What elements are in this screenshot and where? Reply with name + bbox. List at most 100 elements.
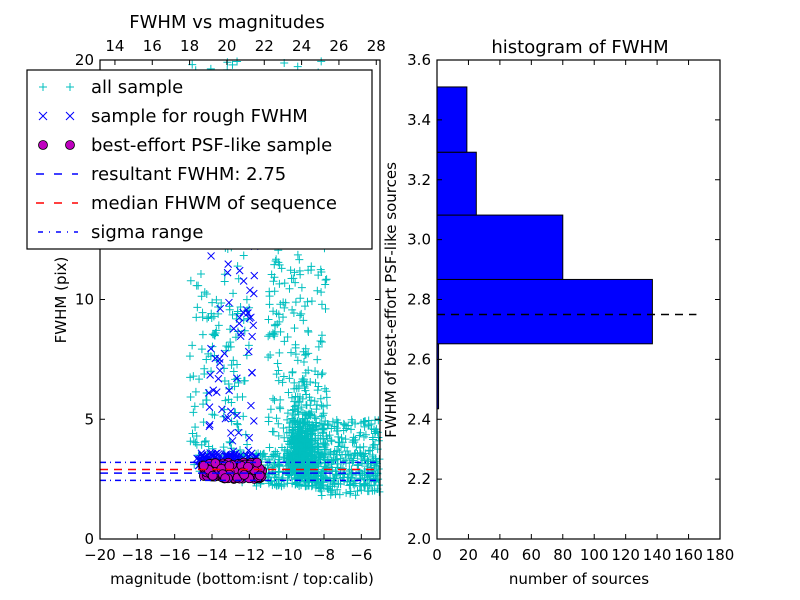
all-sample-point bbox=[297, 403, 306, 412]
legend-item: median FHWM of sequence bbox=[36, 193, 337, 214]
all-sample-point bbox=[291, 298, 300, 307]
all-sample-point bbox=[357, 419, 366, 428]
all-sample-point bbox=[336, 463, 345, 472]
rough-sample-point bbox=[233, 374, 241, 383]
all-sample-point bbox=[269, 427, 278, 436]
all-sample-point bbox=[281, 298, 290, 307]
top-x-tick-label: 14 bbox=[105, 37, 124, 55]
all-sample-point bbox=[328, 417, 337, 426]
all-sample-point bbox=[288, 305, 297, 314]
all-sample-point bbox=[269, 450, 278, 459]
all-sample-point bbox=[222, 342, 231, 351]
rough-sample-point bbox=[244, 347, 253, 356]
all-sample-point bbox=[307, 297, 316, 306]
legend-item: all sample bbox=[39, 77, 183, 98]
plus-marker-icon bbox=[66, 83, 74, 91]
rough-sample-point bbox=[235, 313, 244, 322]
x-tick-label: −6 bbox=[350, 546, 372, 564]
all-sample-point bbox=[313, 286, 322, 295]
all-sample-point bbox=[290, 324, 299, 333]
all-sample-point bbox=[220, 270, 229, 279]
all-sample-point bbox=[233, 393, 242, 402]
histogram-y-label: FWHM of best-effort PSF-like sources bbox=[382, 162, 400, 438]
all-sample-point bbox=[289, 410, 298, 419]
rough-sample-point bbox=[221, 414, 230, 423]
all-sample-point bbox=[294, 410, 303, 419]
all-sample-point bbox=[304, 328, 313, 337]
all-sample-point bbox=[265, 330, 274, 339]
x-tick-label: −14 bbox=[196, 546, 228, 564]
all-sample-point bbox=[220, 277, 229, 286]
all-sample-point bbox=[264, 332, 273, 341]
all-sample-point bbox=[293, 418, 302, 427]
rough-sample-point bbox=[222, 450, 231, 459]
rough-sample-point bbox=[249, 417, 258, 425]
x-tick-label: −20 bbox=[84, 546, 116, 564]
all-sample-point bbox=[199, 400, 208, 409]
all-sample-point bbox=[312, 480, 321, 489]
legend-label: all sample bbox=[91, 77, 183, 98]
all-sample-point bbox=[277, 264, 286, 273]
all-sample-point bbox=[288, 479, 297, 488]
all-sample-point bbox=[291, 278, 300, 287]
all-sample-point bbox=[274, 431, 283, 440]
all-sample-point bbox=[320, 438, 329, 447]
legend-label: sigma range bbox=[91, 222, 203, 243]
x-tick-label: 100 bbox=[580, 546, 609, 564]
top-x-ticks: 14 16 18 20 22 24 26 28 bbox=[105, 37, 386, 65]
all-sample-point bbox=[295, 481, 304, 490]
rough-sample-point bbox=[225, 386, 233, 395]
all-sample-point bbox=[302, 390, 311, 399]
rough-sample-point bbox=[205, 422, 214, 431]
all-sample-point bbox=[296, 311, 305, 320]
all-sample-point bbox=[294, 398, 303, 407]
x-tick-label: −12 bbox=[234, 546, 266, 564]
all-sample-point bbox=[361, 430, 370, 439]
all-sample-point bbox=[280, 279, 289, 288]
all-sample-point bbox=[268, 329, 277, 338]
all-sample-point bbox=[191, 387, 200, 396]
rough-sample-point bbox=[220, 349, 229, 358]
y-tick-label: 10 bbox=[75, 291, 94, 309]
all-sample-point bbox=[279, 313, 288, 322]
all-sample-point bbox=[355, 431, 364, 440]
all-sample-point bbox=[292, 462, 301, 471]
all-sample-point bbox=[280, 303, 289, 312]
legend-item: resultant FWHM: 2.75 bbox=[36, 164, 286, 185]
legend-box bbox=[26, 69, 373, 250]
all-sample-point bbox=[287, 455, 296, 464]
all-sample-point bbox=[280, 337, 289, 346]
all-sample-point bbox=[299, 460, 308, 469]
all-sample-point bbox=[269, 277, 278, 286]
rough-sample-point bbox=[205, 420, 214, 429]
all-sample-point bbox=[288, 437, 297, 446]
all-sample-point bbox=[284, 460, 293, 469]
all-sample-point bbox=[368, 486, 377, 495]
all-sample-point bbox=[233, 420, 242, 429]
all-sample-point bbox=[271, 321, 280, 330]
all-sample-point bbox=[272, 255, 281, 264]
all-sample-point bbox=[374, 416, 383, 425]
all-sample-point bbox=[295, 392, 304, 401]
all-sample-point bbox=[349, 454, 358, 463]
y-tick-label: 3.4 bbox=[407, 111, 431, 129]
histogram-bar bbox=[436, 278, 653, 345]
histogram-title: histogram of FWHM bbox=[491, 37, 668, 58]
rough-sample-point bbox=[197, 449, 206, 458]
all-sample-point bbox=[345, 481, 354, 490]
y-tick-label: 3.2 bbox=[407, 171, 431, 189]
all-sample-point bbox=[360, 481, 369, 490]
all-sample-point bbox=[271, 451, 280, 460]
histogram-bar bbox=[436, 214, 564, 280]
all-sample-point bbox=[275, 279, 284, 288]
all-sample-point bbox=[197, 440, 206, 449]
all-sample-point bbox=[322, 474, 331, 483]
x-tick-label: 180 bbox=[706, 546, 735, 564]
all-sample-point bbox=[318, 369, 327, 378]
plus-marker-icon bbox=[39, 83, 47, 91]
all-sample-point bbox=[359, 432, 368, 441]
all-sample-point bbox=[313, 370, 322, 379]
all-sample-point bbox=[332, 470, 341, 479]
x-tick-label: 160 bbox=[674, 546, 703, 564]
all-sample-point bbox=[275, 461, 284, 470]
